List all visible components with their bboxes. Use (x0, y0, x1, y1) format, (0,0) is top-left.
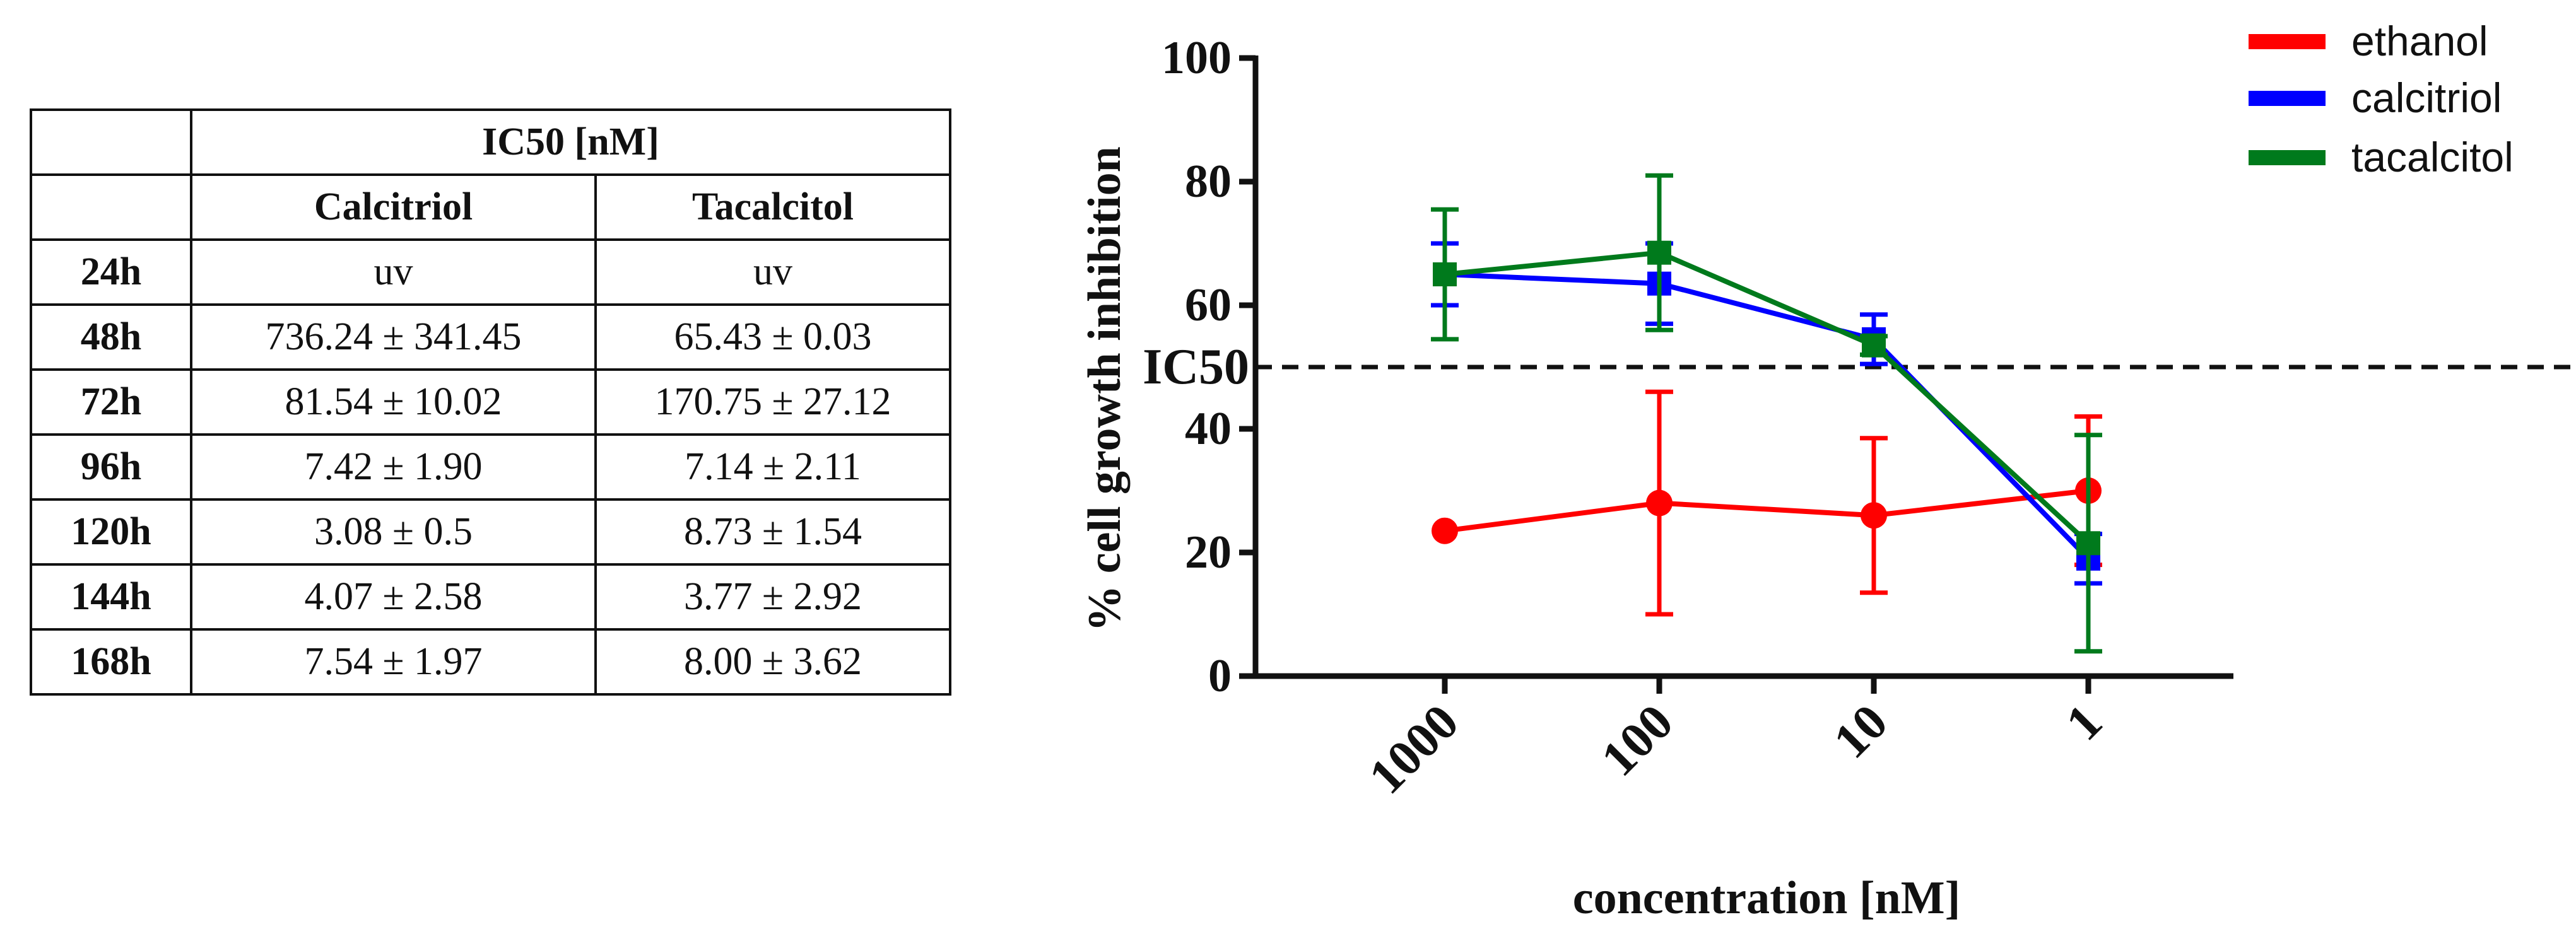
y-tick-label: 60 (1185, 279, 1232, 331)
calcitriol-value: 4.07 ± 2.58 (190, 563, 597, 631)
y-tick-label: 20 (1185, 527, 1232, 578)
tacalcitol-point (1862, 333, 1886, 358)
time-label: 144h (30, 563, 192, 631)
table-row: 24h uv uv (30, 238, 951, 306)
calcitriol-value: 3.08 ± 0.5 (190, 498, 597, 566)
chart-series (1431, 173, 2102, 654)
calcitriol-value: 736.24 ± 341.45 (190, 303, 597, 371)
y-tick-label: 0 (1208, 650, 1232, 702)
time-label: 96h (30, 433, 192, 501)
ethanol-point (1646, 489, 1673, 517)
time-label: 24h (30, 238, 192, 306)
table-row: 120h 3.08 ± 0.5 8.73 ± 1.54 (30, 498, 951, 566)
tacalcitol-point (1433, 262, 1457, 286)
series-tacalcitol (1431, 173, 2102, 654)
table-row: 144h 4.07 ± 2.58 3.77 ± 2.92 (30, 563, 951, 631)
x-tick-label: 1 (2056, 694, 2113, 752)
tacalcitol-line (1444, 250, 2090, 546)
chart-legend: ethanol calcitriol tacalcitol (2249, 18, 2514, 180)
legend-label-calcitriol: calcitriol (2351, 74, 2502, 121)
tacalcitol-point (2076, 531, 2100, 556)
calcitriol-value: 7.54 ± 1.97 (190, 628, 597, 696)
time-label: 120h (30, 498, 192, 566)
ic50-header: IC50 [nM] (190, 108, 951, 176)
calcitriol-header: Calcitriol (190, 173, 597, 241)
calcitriol-value: 81.54 ± 10.02 (190, 368, 597, 436)
table-row: 96h 7.42 ± 1.90 7.14 ± 2.11 (30, 433, 951, 501)
y-tick-label: 80 (1185, 156, 1232, 207)
y-axis-label: % cell growth inhibition (1079, 146, 1131, 632)
series-calcitriol (1431, 241, 2102, 586)
legend-label-ethanol: ethanol (2351, 18, 2488, 64)
legend-swatch-calcitriol (2249, 91, 2326, 106)
ethanol-point (1861, 502, 1887, 529)
ic50-table-container: IC50 [nM] Calcitriol Tacalcitol 24h uv u… (30, 108, 951, 696)
tacalcitol-point (1647, 240, 1671, 265)
ethanol-point (1432, 517, 1458, 544)
tacalcitol-value: 8.73 ± 1.54 (594, 498, 951, 566)
legend-swatch-ethanol (2249, 34, 2326, 49)
table-row: 72h 81.54 ± 10.02 170.75 ± 27.12 (30, 368, 951, 436)
tacalcitol-value: uv (594, 238, 951, 306)
time-label: 168h (30, 628, 192, 696)
table-header-row: IC50 [nM] (30, 108, 951, 176)
ic50-reference: IC50 (1143, 339, 2573, 395)
tacalcitol-value: 7.14 ± 2.11 (594, 433, 951, 501)
x-tick-label: 10 (1823, 694, 1898, 769)
table-corner-cell (30, 108, 192, 176)
tacalcitol-value: 8.00 ± 3.62 (594, 628, 951, 696)
tacalcitol-value: 3.77 ± 2.92 (594, 563, 951, 631)
table-corner-cell (30, 173, 192, 241)
ic50-label: IC50 (1143, 339, 1249, 395)
x-tick-label: 1000 (1358, 694, 1469, 805)
chart-axes: 0 20 40 60 80 100 1000 100 10 1 (1162, 32, 2233, 805)
calcitriol-value: uv (190, 238, 597, 306)
ic50-table: IC50 [nM] Calcitriol Tacalcitol 24h uv u… (30, 108, 951, 696)
table-row: 48h 736.24 ± 341.45 65.43 ± 0.03 (30, 303, 951, 371)
calcitriol-line (1444, 272, 2090, 561)
y-tick-label: 40 (1185, 403, 1232, 455)
table-row: 168h 7.54 ± 1.97 8.00 ± 3.62 (30, 628, 951, 696)
time-label: 72h (30, 368, 192, 436)
series-ethanol (1432, 389, 2102, 617)
tacalcitol-value: 65.43 ± 0.03 (594, 303, 951, 371)
ethanol-line (1444, 488, 2089, 534)
x-axis-label: concentration [nM] (1573, 872, 1960, 924)
x-tick-label: 100 (1591, 694, 1684, 787)
tacalcitol-header: Tacalcitol (594, 173, 951, 241)
tacalcitol-value: 170.75 ± 27.12 (594, 368, 951, 436)
legend-label-tacalcitol: tacalcitol (2351, 134, 2514, 180)
time-label: 48h (30, 303, 192, 371)
legend-swatch-tacalcitol (2249, 150, 2326, 165)
table-subheader-row: Calcitriol Tacalcitol (30, 173, 951, 241)
calcitriol-value: 7.42 ± 1.90 (190, 433, 597, 501)
y-tick-label: 100 (1162, 32, 1232, 84)
